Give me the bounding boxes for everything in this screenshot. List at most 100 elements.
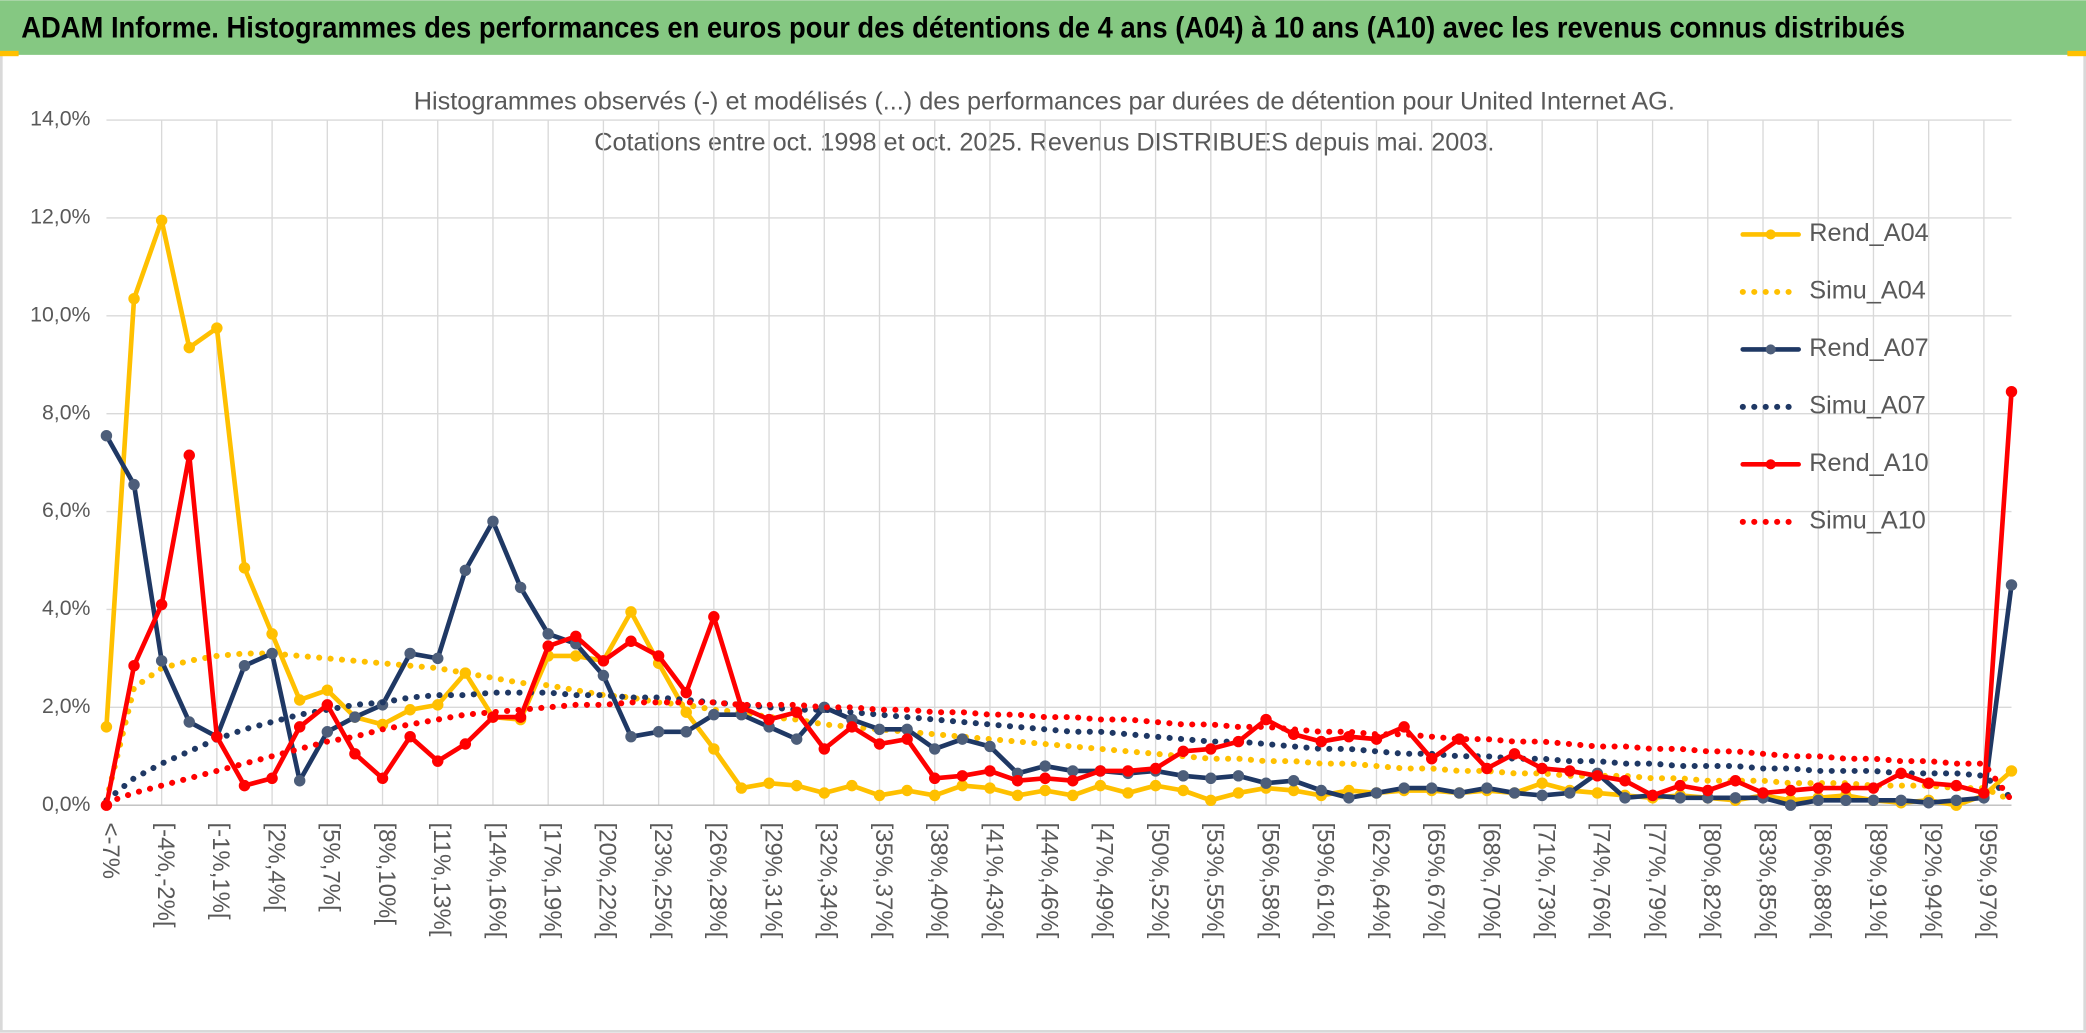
series-marker [100, 721, 113, 733]
series-marker [1398, 721, 1410, 733]
series-marker [1398, 782, 1410, 794]
series-marker [790, 706, 803, 718]
series-marker [680, 686, 692, 699]
series-marker [597, 655, 610, 667]
series-marker [432, 652, 444, 665]
series-marker [1067, 774, 1079, 787]
x-tick-label: [41%,43%[ [980, 822, 1007, 938]
series-marker [873, 738, 886, 750]
series-marker [1536, 789, 1548, 802]
series-marker [680, 706, 692, 718]
chart-subtitle: Cotations entre oct. 1998 et oct. 2025. … [594, 129, 1494, 157]
legend-marker [1765, 344, 1776, 355]
legend-label: Simu_A10 [1809, 506, 1926, 534]
x-tick-label: [56%,58%[ [1256, 822, 1283, 938]
legend-label: Simu_A04 [1809, 277, 1926, 305]
series-marker [956, 770, 969, 782]
series-marker [625, 730, 637, 743]
series-marker [266, 647, 278, 660]
series-marker [293, 721, 306, 733]
series-marker [238, 659, 251, 672]
series-marker [128, 478, 140, 491]
series-marker [1425, 752, 1438, 765]
series-marker [956, 779, 969, 792]
series-marker [1232, 787, 1245, 799]
series-marker [211, 322, 223, 334]
series-marker [625, 606, 637, 618]
series-marker [128, 292, 140, 305]
series-marker [404, 704, 416, 716]
series-marker [1536, 777, 1548, 789]
x-tick-label: [5%,7%[ [318, 822, 345, 911]
series-line [103, 699, 2015, 806]
series-marker [790, 733, 803, 745]
series-marker [2005, 579, 2018, 591]
series-marker [763, 777, 775, 789]
series-marker [1011, 774, 1024, 787]
series-marker [1702, 784, 1714, 797]
x-tick-label: [59%,61%[ [1312, 822, 1339, 938]
series-marker [984, 782, 996, 794]
series-marker [100, 429, 113, 442]
series-marker [293, 694, 306, 706]
series-marker [1784, 784, 1797, 797]
y-tick-label: 6,0% [42, 498, 91, 522]
x-tick-label: [53%,55%[ [1201, 822, 1228, 938]
series-marker [293, 774, 306, 787]
x-tick-label: [71%,73%[ [1532, 822, 1559, 938]
series-marker [1591, 787, 1604, 799]
series-marker [1315, 784, 1327, 797]
x-tick-label: [86%,88%[ [1809, 822, 1836, 938]
series-marker [708, 708, 720, 721]
legend-label: Rend_A07 [1809, 334, 1928, 362]
x-tick-label: [80%,82%[ [1698, 822, 1725, 938]
legend-label: Rend_A10 [1809, 449, 1928, 477]
series-marker [1067, 765, 1079, 777]
x-tick-label: [44%,46%[ [1035, 822, 1062, 938]
series-marker [2005, 765, 2018, 777]
series-marker [238, 562, 251, 574]
series-marker [155, 598, 168, 611]
y-tick-label: 10,0% [30, 302, 90, 326]
series-marker [928, 789, 941, 802]
series-marker [790, 779, 803, 792]
series-marker [1812, 782, 1824, 794]
series-marker [1922, 777, 1935, 789]
series-marker [487, 515, 499, 528]
series-marker [266, 772, 278, 784]
series-marker [321, 726, 334, 738]
x-tick-label: <-7% [97, 822, 124, 879]
series-marker [901, 733, 913, 745]
y-tick-label: 12,0% [30, 205, 90, 229]
corner-left [0, 50, 19, 57]
series-line [104, 389, 2014, 808]
series-marker [984, 765, 996, 777]
x-tick-label: [23%,25%[ [649, 822, 676, 938]
series-marker [1287, 774, 1300, 787]
x-tick-label: [92%,94%[ [1919, 822, 1946, 938]
series-marker [376, 772, 389, 784]
series-marker [514, 581, 527, 594]
y-tick-label: 2,0% [42, 694, 91, 718]
series-marker [1840, 782, 1852, 794]
series-marker [1094, 765, 1107, 777]
series-marker [1094, 779, 1107, 792]
series-marker [1812, 794, 1824, 807]
series-marker [846, 721, 858, 733]
series-marker [652, 726, 665, 738]
y-tick-label: 4,0% [42, 596, 91, 620]
series-marker [1205, 772, 1217, 784]
series-marker [155, 655, 168, 667]
x-tick-label: [2%,4%[ [262, 822, 289, 911]
x-tick-label: [47%,49%[ [1091, 822, 1118, 938]
series-marker [984, 740, 996, 753]
series-marker [128, 659, 140, 672]
series-marker [211, 730, 223, 743]
x-tick-label: [83%,85%[ [1753, 822, 1780, 938]
series-marker [1978, 787, 1990, 799]
corner-right [2067, 50, 2086, 57]
series-marker [1453, 787, 1466, 799]
